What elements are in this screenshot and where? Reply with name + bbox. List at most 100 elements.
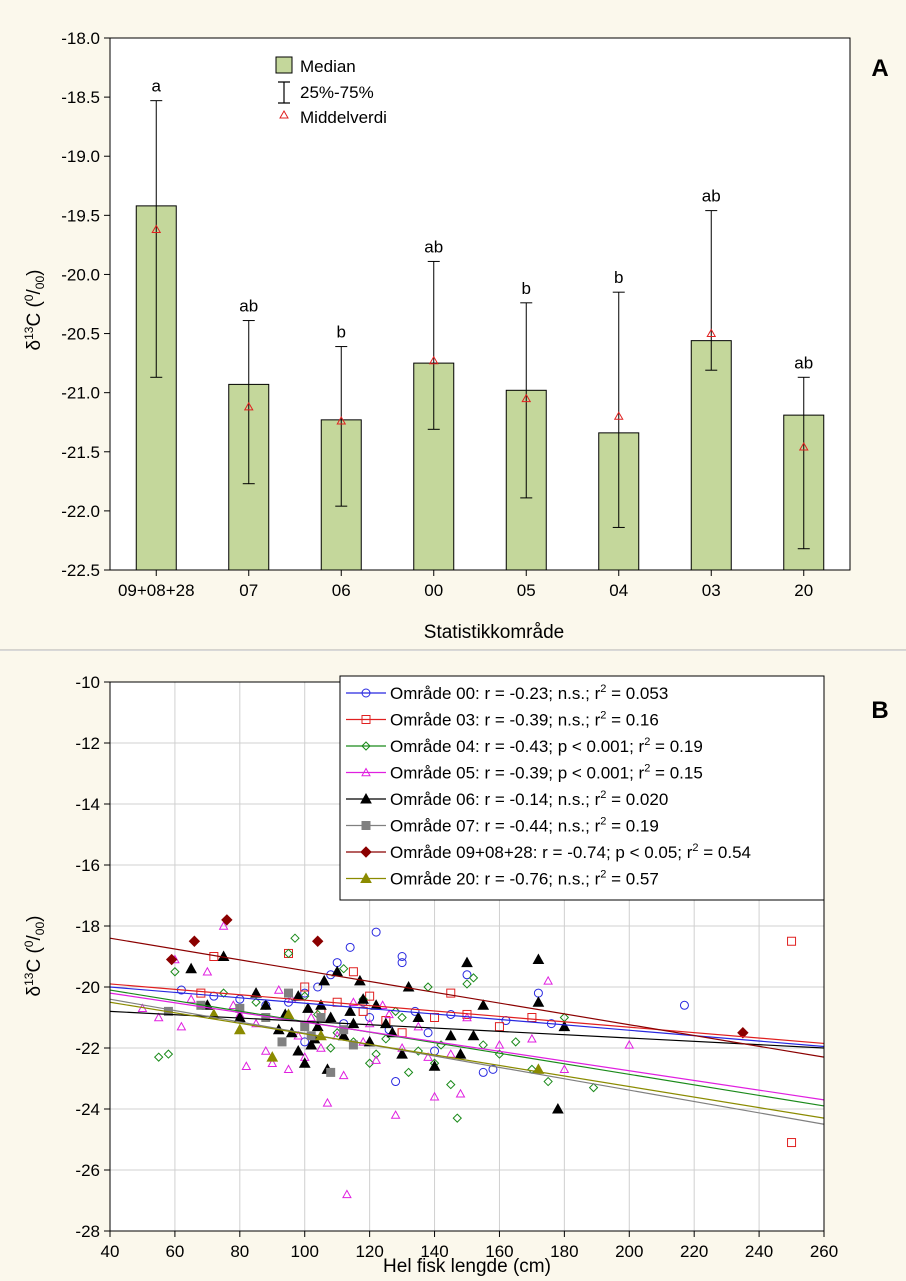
legend-entry-label: Område 06: r = -0.14; n.s.; r2 = 0.020 (390, 789, 668, 809)
data-point (218, 920, 229, 930)
data-point (277, 1037, 287, 1047)
data-point (462, 979, 472, 989)
data-point (787, 1138, 797, 1148)
panel-b-y-tick-label: -20 (75, 978, 100, 997)
panel-b-y-ticks: -10 -12 -14 -16 -18 -20 -22 -24 -26 -28 (75, 673, 110, 1241)
mean-marker (428, 355, 439, 365)
panel-b-y-tick-label: -14 (75, 795, 100, 814)
data-point (339, 1025, 349, 1035)
data-point (306, 1012, 317, 1022)
data-point (364, 1058, 375, 1068)
data-point (218, 988, 229, 998)
panel-a-x-axis-label: Statistikkområde (424, 622, 564, 643)
data-point (290, 933, 300, 943)
significance-letter: ab (794, 353, 813, 372)
panel-a-x-tick-label: 20 (794, 581, 813, 600)
data-point (305, 1038, 318, 1050)
panel-b-y-tick-label: -12 (75, 734, 100, 753)
panel-a-y-tick-label: -22.5 (61, 561, 100, 580)
panel-b-y-tick-label: -24 (75, 1100, 100, 1119)
legend-entry-label: Område 05: r = -0.39; p < 0.001; r2 = 0.… (390, 763, 703, 783)
mean-marker (798, 442, 809, 451)
panel-b-x-axis-label: Hel fisk lengde (cm) (383, 1256, 551, 1277)
data-point (347, 1017, 360, 1029)
panel-b-x-tick-label: 180 (550, 1242, 578, 1261)
data-point (543, 975, 553, 985)
panel-a-y-tick-label: -19.0 (61, 147, 100, 166)
bar (413, 362, 455, 571)
legend-range-icon (278, 81, 290, 104)
data-point (165, 953, 178, 966)
data-point (413, 1021, 424, 1031)
panel-b-x-tick-label: 160 (485, 1242, 513, 1261)
data-point (360, 792, 372, 804)
data-point (324, 1011, 337, 1022)
data-point (298, 1057, 311, 1068)
panel-b-x-ticks: 40 60 80 100 120 140 160 180 200 220 240 260 (101, 1231, 838, 1261)
data-point (527, 1013, 537, 1022)
data-point (344, 1005, 357, 1016)
data-point (251, 997, 261, 1007)
data-point (423, 1028, 433, 1038)
fit-line (109, 983, 825, 1045)
data-point (176, 1021, 187, 1031)
data-point (371, 927, 381, 937)
panel-b-x-tick-label: 80 (230, 1242, 249, 1261)
data-point (259, 999, 272, 1010)
data-point (396, 1048, 408, 1059)
panel-b-x-tick-label: 40 (101, 1242, 120, 1261)
legend-median-swatch (275, 56, 293, 74)
data-point (361, 767, 371, 777)
panel-b-y-tick-label: -10 (75, 673, 100, 692)
data-point (390, 1110, 401, 1119)
panel-b-x-tick-label: 220 (680, 1242, 708, 1261)
data-point (444, 1029, 457, 1041)
panel-a-x-tick-label: 09+08+28 (118, 581, 195, 600)
fit-line (109, 1001, 825, 1119)
data-point (163, 1049, 174, 1059)
panel-a-legend: Median 25%-75% Middelverdi (275, 56, 387, 127)
data-point (423, 1052, 433, 1061)
data-point (360, 872, 372, 883)
panel-a-y-tick-label: -21.0 (61, 384, 100, 403)
panel-b-y-tick-label: -22 (75, 1039, 100, 1058)
data-point (467, 1029, 480, 1041)
bar (690, 340, 732, 571)
data-point (241, 1061, 252, 1070)
data-point (283, 1064, 294, 1074)
data-point (316, 1013, 326, 1022)
data-point (251, 1018, 261, 1028)
panel-a-x-tick-label: 04 (609, 581, 628, 600)
panel-b-fit-lines (109, 937, 825, 1125)
data-point (397, 1012, 407, 1023)
data-point (348, 1040, 358, 1050)
panel-a-x-tick-label: 00 (424, 581, 443, 600)
legend-entry-label: Område 03: r = -0.39; n.s.; r2 = 0.16 (390, 710, 659, 730)
data-point (300, 1037, 310, 1047)
data-point (325, 1043, 336, 1053)
data-point (188, 935, 201, 947)
panel-b-y-tick-label: -16 (75, 856, 100, 875)
data-point (233, 1023, 246, 1035)
data-point (510, 1037, 521, 1047)
data-point (371, 1049, 381, 1059)
data-point (250, 987, 262, 998)
data-point (358, 1006, 368, 1016)
fit-line (109, 986, 825, 1048)
panel-a-x-tick-label: 05 (517, 581, 536, 600)
mean-marker (243, 401, 254, 411)
fit-line (109, 1010, 825, 1049)
data-point (361, 688, 371, 698)
legend-entry-label: Område 09+08+28: r = -0.74; p < 0.05; r2… (390, 842, 751, 862)
data-point (300, 988, 310, 998)
data-point (361, 741, 371, 751)
mean-marker (151, 224, 162, 234)
data-point (454, 1048, 467, 1059)
legend-entry-label: Område 20: r = -0.76; n.s.; r2 = 0.57 (390, 869, 659, 889)
data-point (196, 988, 206, 998)
panel-b-x-tick-label: 200 (615, 1242, 643, 1261)
data-point (371, 1055, 381, 1064)
data-point (283, 948, 294, 959)
significance-letter: b (337, 323, 346, 342)
data-point (312, 935, 324, 947)
